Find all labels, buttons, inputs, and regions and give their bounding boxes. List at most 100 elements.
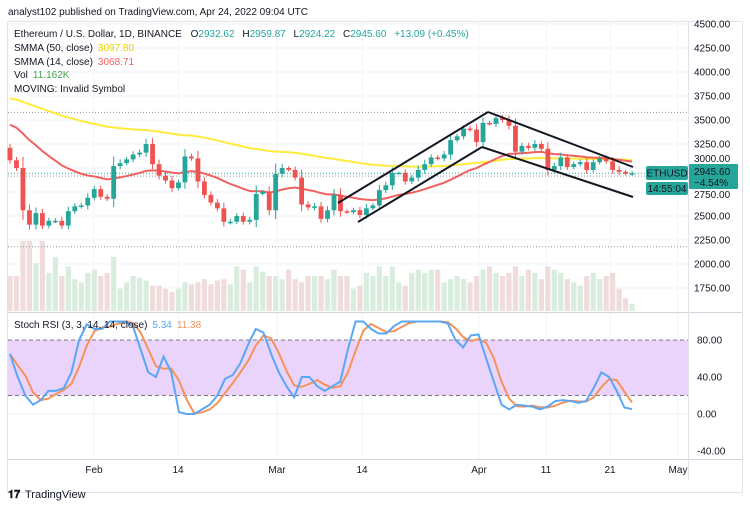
volume-bar	[331, 269, 337, 311]
volume-bar	[558, 272, 564, 311]
volume-bar	[111, 256, 117, 311]
time-tick-label: 21	[604, 465, 616, 476]
price-tick-label: 2500.00	[694, 212, 731, 223]
candle-body	[292, 169, 298, 178]
volume-bar	[337, 276, 344, 311]
candle-body	[526, 145, 531, 148]
legend-smma14[interactable]: SMMA (14, close) 3068.71	[14, 57, 135, 68]
volume-bar	[480, 269, 486, 311]
candle-body	[182, 156, 188, 183]
high-value: 2959.87	[250, 29, 287, 40]
volume-bar	[260, 271, 266, 311]
candle-body	[299, 177, 304, 205]
candle-body	[448, 140, 454, 155]
candle-body	[279, 168, 285, 174]
volume-bar	[461, 279, 467, 311]
legend-symbol-row: Ethereum / U.S. Dollar, 1D, BINANCE O293…	[14, 29, 469, 40]
price-tag: ETHUSD 14:55:04 2945.60 −4.54%	[646, 164, 738, 195]
time-tick-label: 14	[356, 465, 368, 476]
candle-body	[111, 166, 117, 199]
volume-bar	[65, 266, 71, 311]
candle-body	[143, 144, 149, 153]
candle-body	[351, 210, 356, 213]
volume-bar	[247, 282, 253, 311]
volume-bar	[39, 241, 45, 311]
candles	[7, 114, 635, 230]
tradingview-logo[interactable]: 𝟏𝟕 TradingView	[8, 489, 86, 501]
volume-bar	[117, 288, 123, 311]
volume-bar	[629, 303, 635, 311]
price-tick-label: 4500.00	[694, 20, 731, 31]
volume-bar	[564, 279, 570, 311]
volume-bar	[104, 272, 110, 311]
candle-body	[564, 157, 570, 168]
time-axis[interactable]: Feb 14 Mar 14 Apr 11 21 May	[85, 465, 687, 476]
volume-bar	[130, 276, 136, 311]
candle-body	[286, 168, 292, 170]
candle-body	[357, 210, 363, 216]
candle-body	[610, 161, 616, 170]
stoch-axis[interactable]: 80.00 40.00 0.00 -40.00	[697, 336, 726, 458]
price-tick-label: 4250.00	[694, 44, 731, 55]
published-caption: analyst102 published on TradingView.com,…	[8, 7, 308, 18]
volume-bar	[428, 269, 434, 311]
volume-bar	[273, 276, 279, 311]
stoch-tick-label: -40.00	[697, 447, 726, 458]
volume-bar	[208, 284, 214, 311]
price-tick-label: 1750.00	[694, 284, 731, 295]
volume-bar	[623, 298, 629, 311]
volume-bar	[376, 266, 382, 311]
volume-bar	[279, 279, 285, 311]
candle-body	[260, 192, 266, 194]
time-tick-label: 11	[541, 465, 552, 476]
candle-body	[33, 213, 39, 225]
volume-bar	[597, 279, 603, 311]
volume-bar	[7, 276, 13, 311]
candle-body	[14, 160, 19, 168]
volume-bar	[240, 269, 246, 311]
time-tick-label: 14	[172, 465, 184, 476]
volume-bar	[467, 282, 473, 311]
trendline-drawings[interactable]	[337, 111, 634, 223]
candle-body	[20, 168, 26, 211]
volume-bar	[13, 276, 20, 311]
candle-body	[513, 125, 518, 152]
candle-body	[234, 216, 240, 222]
candle-body	[402, 172, 408, 182]
volume-bar	[532, 272, 538, 311]
stoch-k-line	[9, 320, 633, 415]
price-axis[interactable]: 4500.00 4250.00 4000.00 3750.00 3500.00 3250.…	[694, 20, 731, 295]
volume-bar	[551, 269, 557, 311]
time-tick-label: Apr	[471, 465, 487, 476]
candle-body	[318, 206, 324, 219]
volume-bar	[512, 266, 519, 311]
candle-body	[519, 145, 525, 152]
volume-bar	[59, 276, 65, 311]
volume-bar	[305, 276, 311, 311]
candle-body	[590, 162, 596, 170]
candle-body	[305, 204, 311, 208]
price-tick-label: 2250.00	[694, 236, 731, 247]
candle-body	[597, 158, 603, 163]
candle-body	[163, 175, 168, 181]
candle-body	[629, 173, 635, 175]
volume-bar	[188, 284, 195, 311]
volume-bar	[538, 279, 544, 311]
candle-body	[240, 216, 246, 222]
open-value: 2932.62	[198, 29, 235, 40]
legend-moving[interactable]: MOVING: Invalid Symbol	[14, 84, 125, 95]
volume-bar	[577, 285, 583, 311]
volume-bar	[402, 285, 408, 311]
stoch-legend[interactable]: Stoch RSI (3, 3, 14, 14, close) 5.34 11.38	[14, 320, 202, 331]
candle-body	[558, 157, 564, 167]
change-value: +13.09 (+0.45%)	[394, 29, 469, 40]
candle-body	[221, 208, 227, 222]
volume-bar	[499, 276, 506, 311]
volume-bar	[85, 272, 91, 311]
candle-body	[78, 205, 84, 207]
legend-smma50[interactable]: SMMA (50, close) 3097.80	[14, 43, 135, 54]
time-tick-label: May	[669, 465, 688, 476]
legend-volume[interactable]: Vol 11.162K	[14, 70, 70, 81]
candle-body	[571, 164, 577, 168]
